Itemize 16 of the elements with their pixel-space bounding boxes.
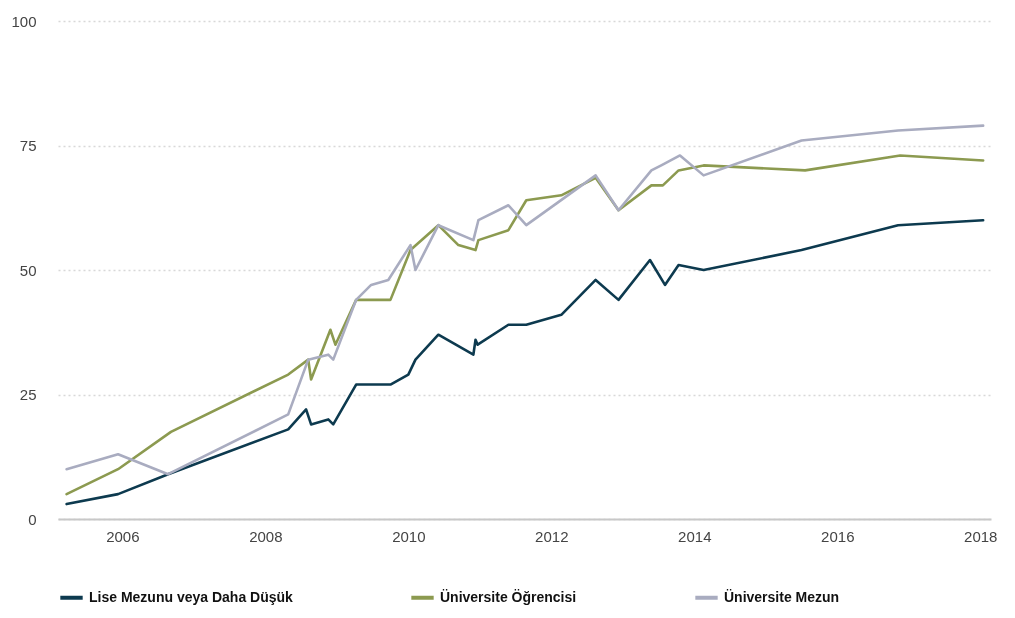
legend-label: Üniversite Mezun [724,588,840,605]
x-tick-label: 2010 [392,527,426,545]
x-tick-label: 2016 [821,527,855,545]
y-tick-label: 25 [19,386,37,403]
x-tick-label: 2008 [249,527,283,545]
line-series [65,218,985,506]
y-tick-label: 100 [11,12,37,30]
y-tick-label: 50 [19,261,37,279]
x-tick-label: 2006 [106,527,140,545]
y-tick-label: 75 [19,137,37,154]
x-tick-label: 2018 [964,527,998,545]
x-tick-label: 2014 [678,527,712,545]
legend-label: Lise Mezunu veya Daha Düşük [89,588,294,605]
y-tick-label: 0 [28,510,37,528]
x-tick-label: 2012 [535,527,569,545]
legend-label: Üniversite Öğrencisi [440,588,577,605]
